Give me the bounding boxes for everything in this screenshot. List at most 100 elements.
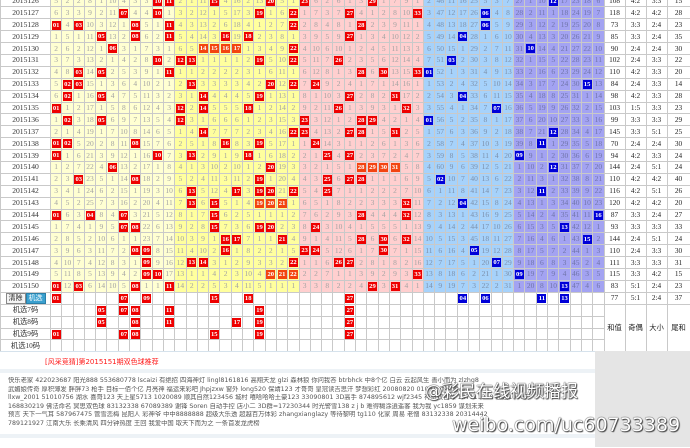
- pick-blue-cell[interactable]: [423, 328, 434, 340]
- pick-red-cell[interactable]: [412, 316, 423, 328]
- pick-red-cell[interactable]: [73, 328, 84, 340]
- pick-blue-cell[interactable]: [502, 304, 513, 316]
- pick-red-cell[interactable]: 15: [209, 292, 220, 304]
- pick-red-cell[interactable]: 07: [118, 292, 129, 304]
- pick-blue-cell[interactable]: [593, 316, 604, 328]
- pick-red-cell[interactable]: [231, 292, 242, 304]
- pick-red-cell[interactable]: [141, 316, 152, 328]
- pick-red-cell[interactable]: [209, 316, 220, 328]
- pick-red-cell[interactable]: [175, 304, 186, 316]
- pick-red-cell[interactable]: [389, 292, 400, 304]
- random-pick-label[interactable]: 机选10码: [11, 341, 40, 350]
- pick-red-cell[interactable]: [412, 304, 423, 316]
- pick-red-cell[interactable]: [412, 292, 423, 304]
- pick-blue-cell[interactable]: [491, 316, 502, 328]
- pick-red-cell[interactable]: [322, 328, 333, 340]
- pick-blue-cell[interactable]: [548, 292, 559, 304]
- pick-red-cell[interactable]: 09: [141, 292, 152, 304]
- pick-red-cell[interactable]: [186, 316, 197, 328]
- pick-blue-cell[interactable]: [423, 316, 434, 328]
- pick-red-cell[interactable]: [288, 328, 299, 340]
- pick-red-cell[interactable]: [231, 328, 242, 340]
- pick-red-cell[interactable]: [333, 328, 344, 340]
- pick-red-cell[interactable]: [220, 304, 231, 316]
- pick-red-cell[interactable]: [73, 292, 84, 304]
- pick-red-cell[interactable]: [276, 316, 287, 328]
- pick-red-cell[interactable]: [141, 304, 152, 316]
- pick-red-cell[interactable]: [276, 292, 287, 304]
- pick-red-cell[interactable]: 08: [130, 316, 141, 328]
- pick-blue-cell[interactable]: [514, 328, 525, 340]
- pick-red-cell[interactable]: [96, 328, 107, 340]
- pick-blue-cell[interactable]: [480, 328, 491, 340]
- pick-blue-cell[interactable]: [480, 304, 491, 316]
- pick-red-cell[interactable]: [175, 328, 186, 340]
- pick-red-cell[interactable]: [401, 292, 412, 304]
- pick-red-cell[interactable]: [175, 316, 186, 328]
- pick-red-cell[interactable]: [51, 304, 62, 316]
- pick-red-cell[interactable]: [322, 292, 333, 304]
- pick-red-cell[interactable]: [265, 292, 276, 304]
- pick-red-cell[interactable]: [299, 328, 310, 340]
- pick-red-cell[interactable]: [378, 304, 389, 316]
- pick-blue-cell[interactable]: [581, 304, 592, 316]
- pick-red-cell[interactable]: [186, 328, 197, 340]
- pick-red-cell[interactable]: [51, 316, 62, 328]
- pick-red-cell[interactable]: [220, 328, 231, 340]
- pick-red-cell[interactable]: [220, 316, 231, 328]
- pick-red-cell[interactable]: [356, 316, 367, 328]
- pick-red-cell[interactable]: [243, 304, 254, 316]
- pick-red-cell[interactable]: [288, 304, 299, 316]
- pick-red-cell[interactable]: [333, 316, 344, 328]
- pick-blue-cell[interactable]: [548, 304, 559, 316]
- pick-blue-cell[interactable]: [525, 316, 536, 328]
- pick-red-cell[interactable]: [310, 304, 321, 316]
- pick-blue-cell[interactable]: [468, 292, 479, 304]
- pick-red-cell[interactable]: [378, 328, 389, 340]
- pick-red-cell[interactable]: [130, 292, 141, 304]
- pick-red-cell[interactable]: [118, 316, 129, 328]
- pick-blue-cell[interactable]: [457, 304, 468, 316]
- pick-red-cell[interactable]: [412, 328, 423, 340]
- pick-blue-cell[interactable]: [423, 304, 434, 316]
- pick-blue-cell[interactable]: [446, 304, 457, 316]
- pick-blue-cell[interactable]: [514, 304, 525, 316]
- pick-red-cell[interactable]: [163, 292, 174, 304]
- pick-red-cell[interactable]: 19: [254, 328, 265, 340]
- pick-red-cell[interactable]: [378, 292, 389, 304]
- pick-red-cell[interactable]: 17: [231, 316, 242, 328]
- pick-red-cell[interactable]: 07: [118, 328, 129, 340]
- pick-red-cell[interactable]: [322, 316, 333, 328]
- pick-blue-cell[interactable]: [480, 316, 491, 328]
- pick-blue-cell[interactable]: [468, 316, 479, 328]
- pick-red-cell[interactable]: [401, 316, 412, 328]
- pick-blue-cell[interactable]: [581, 292, 592, 304]
- pick-red-cell[interactable]: [299, 292, 310, 304]
- pick-red-cell[interactable]: [367, 328, 378, 340]
- pick-red-cell[interactable]: [389, 328, 400, 340]
- pick-red-cell[interactable]: [288, 316, 299, 328]
- pick-blue-cell[interactable]: [435, 304, 446, 316]
- pick-red-cell[interactable]: [333, 304, 344, 316]
- pick-red-cell[interactable]: [220, 292, 231, 304]
- pick-red-cell[interactable]: 15: [209, 328, 220, 340]
- pick-blue-cell[interactable]: [491, 328, 502, 340]
- pick-red-cell[interactable]: [73, 304, 84, 316]
- pick-red-cell[interactable]: [356, 292, 367, 304]
- pick-blue-cell[interactable]: [491, 292, 502, 304]
- recommendation-title-link[interactable]: [风采竞猜]第2015151期双色球推荐: [45, 357, 159, 367]
- pick-red-cell[interactable]: [265, 316, 276, 328]
- pick-red-cell[interactable]: [322, 304, 333, 316]
- pick-blue-cell[interactable]: [593, 328, 604, 340]
- pick-red-cell[interactable]: [175, 292, 186, 304]
- pick-red-cell[interactable]: [62, 292, 73, 304]
- pick-blue-cell[interactable]: [514, 292, 525, 304]
- pick-red-cell[interactable]: [254, 292, 265, 304]
- pick-blue-cell[interactable]: [446, 328, 457, 340]
- pick-red-cell[interactable]: 19: [254, 304, 265, 316]
- pick-blue-cell[interactable]: [525, 304, 536, 316]
- pick-red-cell[interactable]: [186, 292, 197, 304]
- pick-blue-cell[interactable]: [457, 328, 468, 340]
- pick-red-cell[interactable]: [152, 316, 163, 328]
- pick-red-cell[interactable]: 01: [51, 292, 62, 304]
